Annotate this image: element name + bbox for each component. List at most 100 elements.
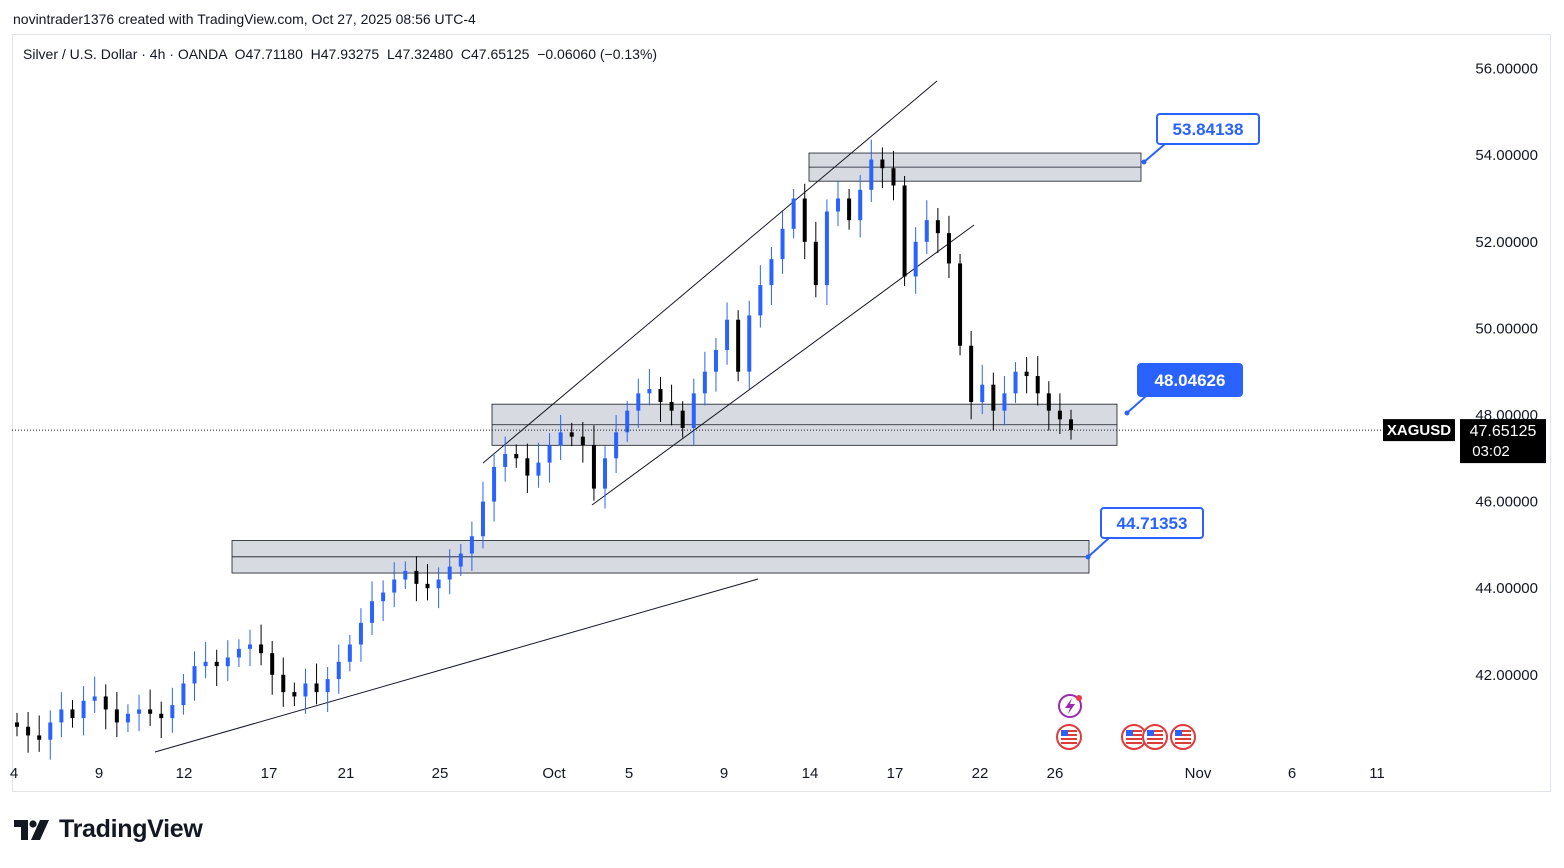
candle-body[interactable] [259, 644, 264, 654]
candle-body[interactable] [247, 644, 252, 649]
candle-body[interactable] [891, 168, 896, 186]
candle-body[interactable] [170, 705, 175, 719]
candle-body[interactable] [758, 285, 763, 316]
candle-body[interactable] [514, 453, 519, 459]
candle-body[interactable] [192, 666, 197, 684]
candle-body[interactable] [802, 198, 807, 242]
symbol-description[interactable]: Silver / U.S. Dollar · 4h · OANDA [23, 46, 227, 62]
price-callout[interactable]: 44.71353 [1085, 507, 1204, 560]
candle-body[interactable] [381, 592, 386, 602]
candle-body[interactable] [281, 674, 286, 693]
candle-body[interactable] [358, 622, 363, 645]
candle-body[interactable] [691, 393, 696, 428]
candle-body[interactable] [314, 683, 319, 693]
lightning-event-icon[interactable] [1058, 694, 1082, 718]
candle-body[interactable] [569, 432, 574, 437]
candle-body[interactable] [658, 389, 663, 403]
candle-body[interactable] [880, 159, 885, 169]
candle-body[interactable] [103, 696, 108, 710]
tradingview-logo[interactable]: TradingView [14, 815, 203, 844]
candle-body[interactable] [747, 315, 752, 372]
candle-body[interactable] [347, 644, 352, 662]
candle-body[interactable] [614, 432, 619, 459]
candle-body[interactable] [946, 233, 951, 264]
candle-body[interactable] [403, 570, 408, 580]
candle-body[interactable] [181, 683, 186, 706]
candle-body[interactable] [425, 583, 430, 589]
candle-body[interactable] [203, 661, 208, 667]
candle-body[interactable] [137, 709, 142, 714]
candle-body[interactable] [813, 241, 818, 286]
candle-body[interactable] [980, 384, 985, 403]
us-flag-event-icon[interactable] [1121, 724, 1147, 750]
candle-body[interactable] [1002, 393, 1007, 411]
candle-body[interactable] [958, 263, 963, 346]
candle-body[interactable] [325, 679, 330, 693]
candle-body[interactable] [1069, 419, 1073, 431]
candle-body[interactable] [92, 696, 97, 701]
candle-body[interactable] [869, 159, 874, 190]
candle-body[interactable] [725, 319, 730, 351]
candle-body[interactable] [436, 579, 441, 589]
candle-body[interactable] [503, 453, 508, 467]
candle-body[interactable] [59, 709, 64, 723]
candle-body[interactable] [780, 228, 785, 260]
candle-body[interactable] [70, 709, 75, 719]
candle-body[interactable] [603, 458, 608, 489]
candle-body[interactable] [625, 410, 630, 433]
candle-body[interactable] [392, 579, 397, 593]
candle-body[interactable] [26, 726, 31, 736]
candle-body[interactable] [336, 661, 341, 680]
candle-body[interactable] [991, 384, 996, 411]
candle-body[interactable] [125, 713, 130, 723]
candle-body[interactable] [148, 709, 153, 714]
candle-body[interactable] [1024, 371, 1029, 377]
candle-body[interactable] [591, 445, 596, 489]
candle-body[interactable] [680, 410, 685, 428]
candle-body[interactable] [270, 653, 275, 675]
price-callout[interactable]: 48.04626 [1124, 363, 1243, 416]
candle-body[interactable] [558, 432, 563, 446]
candle-body[interactable] [492, 466, 497, 502]
candle-body[interactable] [913, 241, 918, 277]
candle-body[interactable] [636, 393, 641, 411]
candle-body[interactable] [414, 570, 419, 584]
us-flag-event-icon[interactable] [1056, 724, 1082, 750]
candle-body[interactable] [1057, 410, 1062, 420]
candle-body[interactable] [303, 683, 308, 697]
trendline-channel-upper[interactable] [482, 80, 938, 464]
candle-body[interactable] [236, 648, 241, 658]
candle-body[interactable] [370, 601, 375, 623]
candle-body[interactable] [15, 722, 19, 727]
candle-body[interactable] [769, 259, 774, 286]
candle-body[interactable] [480, 501, 485, 537]
candle-body[interactable] [647, 389, 652, 394]
candle-body[interactable] [536, 462, 541, 476]
chart-pane[interactable] [12, 34, 1551, 792]
price-callout[interactable]: 53.84138 [1141, 113, 1260, 165]
candle-body[interactable] [736, 319, 741, 372]
candle-body[interactable] [791, 198, 796, 229]
candle-body[interactable] [836, 198, 841, 212]
candle-body[interactable] [935, 220, 940, 234]
candle-body[interactable] [225, 657, 230, 667]
candle-body[interactable] [1013, 371, 1018, 394]
candle-body[interactable] [824, 211, 829, 286]
candle-body[interactable] [902, 185, 907, 277]
candle-body[interactable] [214, 661, 219, 667]
candle-body[interactable] [847, 198, 852, 221]
candle-body[interactable] [924, 220, 929, 242]
candle-body[interactable] [159, 713, 164, 719]
candle-body[interactable] [547, 445, 552, 463]
candle-body[interactable] [292, 692, 297, 697]
candle-body[interactable] [37, 735, 42, 740]
candle-body[interactable] [969, 345, 974, 403]
candle-body[interactable] [48, 722, 53, 740]
candle-body[interactable] [1035, 376, 1040, 394]
candle-body[interactable] [1046, 393, 1051, 411]
candle-body[interactable] [81, 700, 86, 719]
candle-body[interactable] [702, 371, 707, 394]
candle-body[interactable] [858, 189, 863, 221]
candle-body[interactable] [469, 536, 474, 554]
